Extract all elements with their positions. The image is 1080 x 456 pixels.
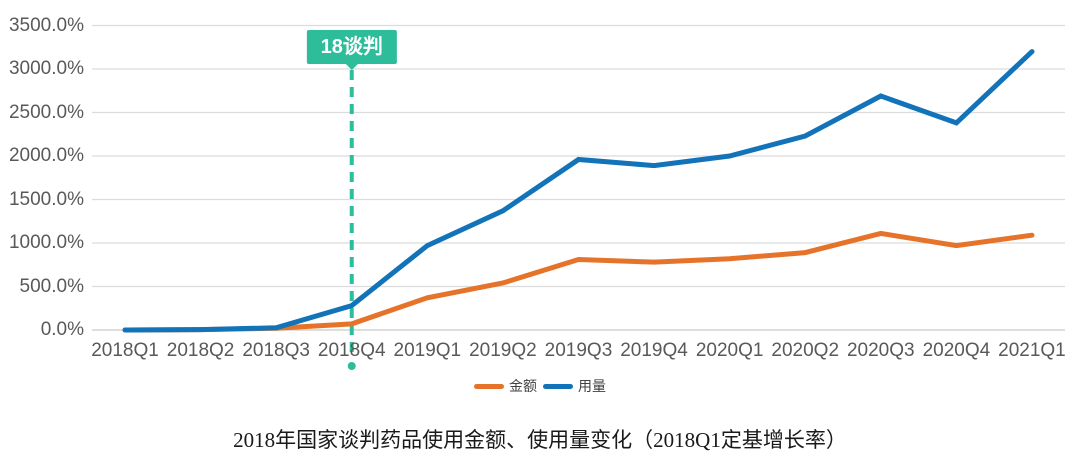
x-axis-tick-label: 2018Q1 — [91, 340, 159, 361]
x-axis-tick-label: 2020Q4 — [922, 340, 991, 361]
x-axis-tick-label: 2018Q2 — [166, 340, 235, 361]
x-axis-tick-label: 2018Q4 — [317, 340, 386, 361]
x-axis-tick-label: 2020Q2 — [771, 340, 840, 361]
x-axis-tick-label: 2019Q1 — [393, 340, 462, 361]
legend-swatch-line-icon — [474, 383, 504, 389]
y-axis-tick-label: 0.0% — [40, 319, 84, 340]
chart-title: 2018年国家谈判药品使用金额、使用量变化（2018Q1定基增长率） — [233, 428, 847, 452]
y-axis-tick-label: 1000.0% — [8, 232, 84, 253]
legend-swatch-line-icon — [543, 383, 573, 389]
y-axis-tick-label: 1500.0% — [8, 188, 84, 210]
chart-legend: 金额 用量 — [0, 376, 1080, 396]
legend-label: 金额 — [509, 378, 537, 394]
x-axis-tick-label: 2019Q2 — [469, 340, 537, 361]
series-line-用量 — [122, 49, 1035, 333]
x-axis-tick-label: 2019Q4 — [620, 340, 688, 361]
series-line-金额 — [122, 230, 1035, 333]
x-axis-tick-label: 2021Q1 — [998, 340, 1066, 361]
legend-item: 金额 — [474, 376, 537, 396]
x-axis-tick-label: 2019Q3 — [544, 340, 613, 361]
x-axis-tick-label: 2020Q1 — [695, 340, 764, 361]
y-axis-tick-label: 3500.0% — [8, 14, 84, 36]
x-axis-tick-label: 2018Q3 — [242, 340, 310, 361]
legend-label: 用量 — [578, 378, 606, 394]
legend-item: 用量 — [543, 376, 606, 396]
y-axis-tick-label: 2000.0% — [8, 145, 84, 166]
y-axis-tick-label: 3000.0% — [8, 58, 84, 79]
annotation-callout-18-negotiation: 18谈判 — [306, 30, 397, 64]
x-axis-tick-label: 2020Q3 — [846, 340, 915, 361]
y-axis-tick-label: 2500.0% — [8, 101, 84, 123]
y-axis-tick-label: 500.0% — [19, 275, 84, 297]
